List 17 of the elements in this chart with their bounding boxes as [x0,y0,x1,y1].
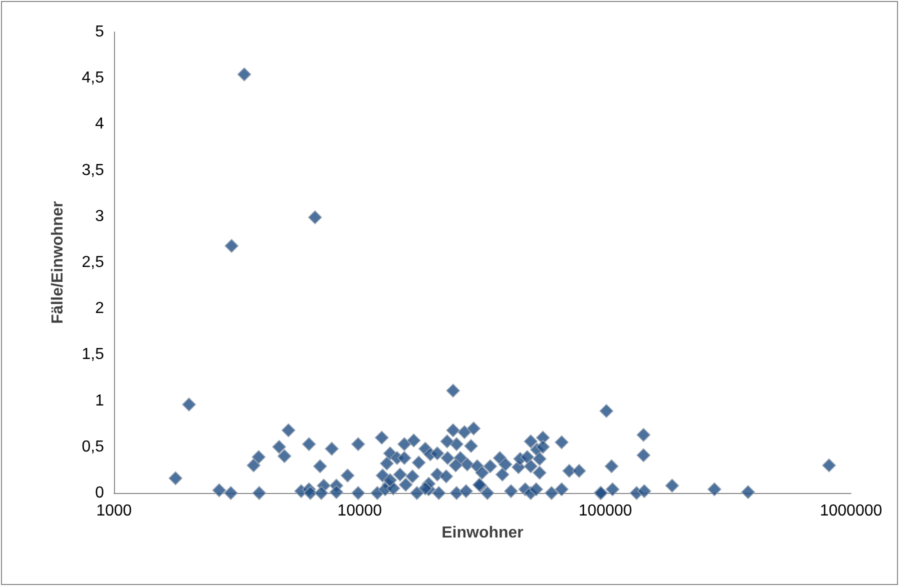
y-tick-label: 2,5 [82,254,104,271]
x-tick-label: 10000 [337,502,382,520]
x-tick-label: 100000 [578,502,632,520]
y-tick-label: 4,5 [82,70,104,87]
x-axis-title: Einwohner [442,524,524,542]
x-tick-label: 1000 [96,502,132,520]
y-tick-label: 1 [95,392,104,410]
y-tick-label: 4 [95,116,104,133]
y-axis-title: Fälle/Einwohner [50,201,66,324]
y-tick-label: 3 [95,208,104,225]
y-tick-label: 1,5 [82,346,104,364]
y-tick-label: 2 [95,300,104,318]
y-tick-label: 5 [95,24,104,40]
y-tick-label: 0,5 [82,438,104,456]
y-tick-label: 0 [95,484,104,502]
y-tick-label: 3,5 [82,162,104,179]
x-tick-label: 1000000 [820,502,882,520]
